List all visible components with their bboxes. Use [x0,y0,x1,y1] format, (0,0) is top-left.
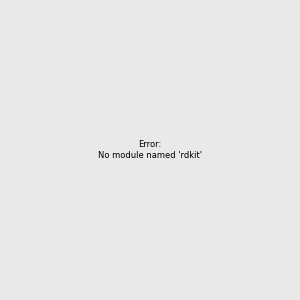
Text: Error:
No module named 'rdkit': Error: No module named 'rdkit' [98,140,202,160]
